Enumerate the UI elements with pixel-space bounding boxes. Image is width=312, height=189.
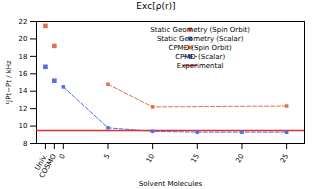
svg-text:10: 10	[19, 122, 28, 130]
svg-text:18: 18	[19, 53, 28, 61]
svg-text:COSMO: COSMO	[38, 152, 58, 179]
svg-text:Univ.: Univ.	[33, 152, 50, 172]
svg-text:25: 25	[279, 153, 290, 165]
svg-text:10: 10	[145, 153, 156, 165]
svg-text:22: 22	[19, 18, 28, 26]
svg-text:20: 20	[234, 153, 245, 165]
svg-text:20: 20	[19, 35, 28, 43]
svg-text:CPMD (Spin Orbit): CPMD (Spin Orbit)	[169, 44, 233, 52]
svg-text:Solvent Molecules: Solvent Molecules	[139, 180, 203, 188]
svg-text:0: 0	[58, 153, 67, 161]
svg-text:Experimental: Experimental	[177, 62, 224, 70]
html-text:Exc[ρ(r)]: Exc[ρ(r)]	[136, 1, 176, 11]
svg-text:CPMD (Scalar): CPMD (Scalar)	[175, 53, 225, 61]
svg-text:Static Geometry (Scalar): Static Geometry (Scalar)	[157, 35, 244, 43]
svg-text:Static Geometry (Spin Orbit): Static Geometry (Spin Orbit)	[150, 26, 250, 34]
svg-text:14: 14	[19, 87, 28, 95]
svg-text:15: 15	[190, 153, 201, 165]
svg-text:8: 8	[23, 140, 27, 148]
svg-text:¹JPt−Pt / kHz: ¹JPt−Pt / kHz	[5, 60, 13, 105]
svg-text:12: 12	[19, 105, 28, 113]
svg-text:5: 5	[102, 153, 111, 161]
svg-text:16: 16	[19, 70, 28, 78]
